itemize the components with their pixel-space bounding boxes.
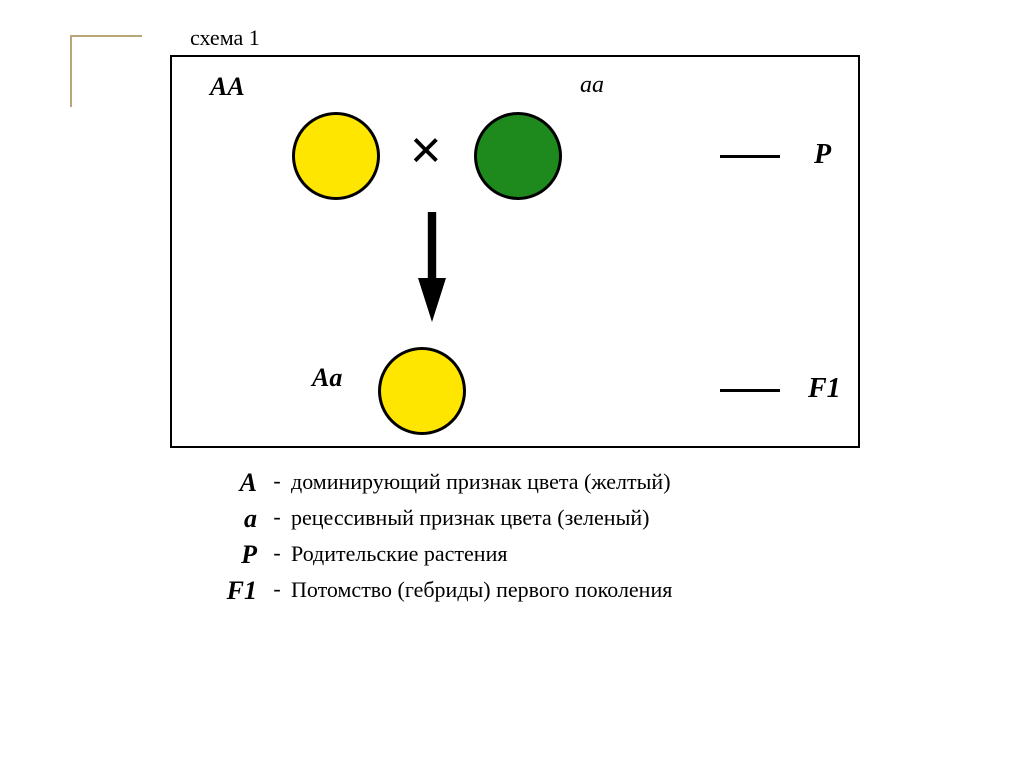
legend-symbol: A: [215, 468, 263, 498]
legend-dash: -: [263, 576, 291, 602]
legend-text: доминирующий признак цвета (желтый): [291, 468, 671, 497]
diagram-frame: AA aa × Aa P F1: [170, 55, 860, 448]
legend-item: a - рецессивный признак цвета (зеленый): [215, 504, 865, 534]
legend-text: Потомство (гебриды) первого поколения: [291, 576, 672, 605]
row-marker-dash-f1: [720, 389, 780, 392]
legend-item: P - Родительские растения: [215, 540, 865, 570]
legend-block: A - доминирующий признак цвета (желтый) …: [215, 468, 865, 612]
legend-dash: -: [263, 540, 291, 566]
phenotype-circle-parent-right: [474, 112, 562, 200]
row-marker-label-p: P: [814, 139, 831, 171]
legend-item: A - доминирующий признак цвета (желтый): [215, 468, 865, 498]
legend-symbol: F1: [215, 576, 263, 606]
decor-corner-bracket: [70, 35, 142, 107]
genotype-parent-right: aa: [580, 72, 604, 99]
phenotype-circle-parent-left: [292, 112, 380, 200]
legend-dash: -: [263, 504, 291, 530]
legend-text: рецессивный признак цвета (зеленый): [291, 504, 649, 533]
legend-symbol: a: [215, 504, 263, 534]
diagram-title: схема 1: [190, 25, 260, 51]
legend-item: F1 - Потомство (гебриды) первого поколен…: [215, 576, 865, 606]
down-arrow-icon: [418, 212, 446, 322]
legend-symbol: P: [215, 540, 263, 570]
row-marker-label-f1: F1: [808, 373, 841, 405]
phenotype-circle-offspring: [378, 347, 466, 435]
legend-text: Родительские растения: [291, 540, 507, 569]
genotype-parent-left: AA: [210, 72, 245, 102]
row-marker-dash-p: [720, 155, 780, 158]
genotype-offspring: Aa: [312, 363, 342, 393]
legend-dash: -: [263, 468, 291, 494]
cross-symbol: ×: [410, 123, 442, 177]
